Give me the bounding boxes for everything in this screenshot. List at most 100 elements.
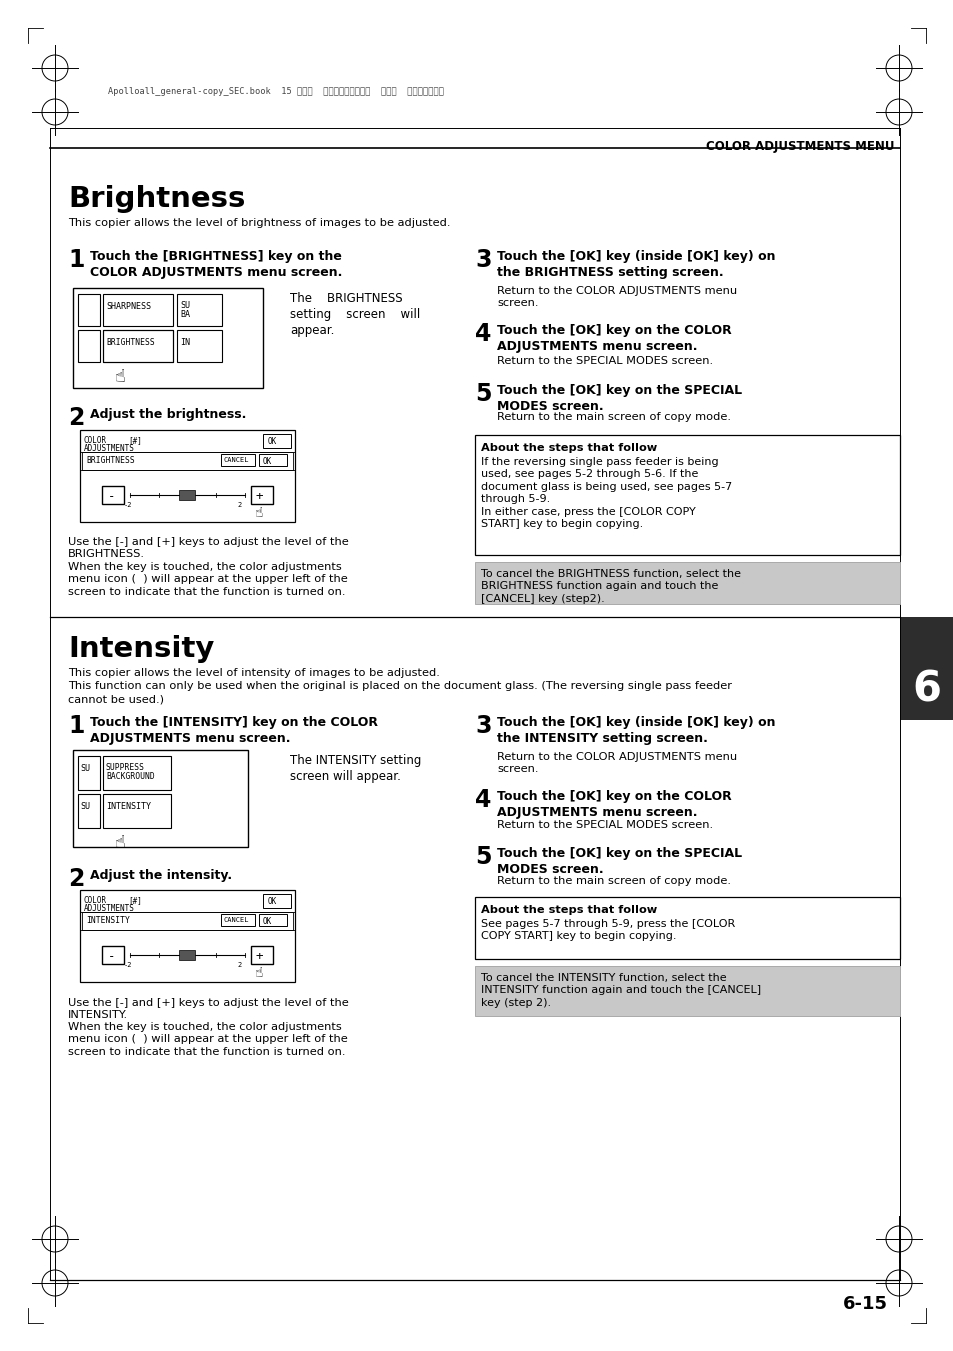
Text: 4: 4 <box>475 788 491 812</box>
Text: To cancel the BRIGHTNESS function, select the
BRIGHTNESS function again and touc: To cancel the BRIGHTNESS function, selec… <box>480 569 740 604</box>
Bar <box>258 915 287 925</box>
Bar <box>251 486 273 504</box>
Text: Use the [-] and [+] keys to adjust the level of the
INTENSITY.: Use the [-] and [+] keys to adjust the l… <box>68 998 349 1020</box>
Text: SU: SU <box>80 765 90 773</box>
Bar <box>103 330 172 362</box>
Text: Touch the [OK] key (inside [OK] key) on
the BRIGHTNESS setting screen.: Touch the [OK] key (inside [OK] key) on … <box>497 250 775 280</box>
Text: Return to the main screen of copy mode.: Return to the main screen of copy mode. <box>497 875 730 886</box>
Text: Touch the [OK] key on the COLOR
ADJUSTMENTS menu screen.: Touch the [OK] key on the COLOR ADJUSTME… <box>497 790 731 819</box>
Text: 2: 2 <box>68 407 84 430</box>
Text: Return to the COLOR ADJUSTMENTS menu
screen.: Return to the COLOR ADJUSTMENTS menu scr… <box>497 753 737 774</box>
Bar <box>102 946 124 965</box>
Bar <box>103 757 171 790</box>
Text: ☝: ☝ <box>254 966 263 979</box>
Text: COLOR: COLOR <box>84 436 107 444</box>
Bar <box>179 950 195 961</box>
Text: 2: 2 <box>236 962 241 969</box>
Bar <box>258 454 287 466</box>
Bar <box>78 295 100 326</box>
Bar <box>103 794 171 828</box>
Text: [#]: [#] <box>128 896 142 905</box>
Text: 5: 5 <box>475 382 491 407</box>
Text: Adjust the brightness.: Adjust the brightness. <box>90 408 246 422</box>
Text: 3: 3 <box>475 249 491 272</box>
Text: The INTENSITY setting
screen will appear.: The INTENSITY setting screen will appear… <box>290 754 421 784</box>
Text: SU: SU <box>180 301 190 309</box>
Text: BRIGHTNESS: BRIGHTNESS <box>106 338 154 347</box>
Text: Touch the [OK] key on the COLOR
ADJUSTMENTS menu screen.: Touch the [OK] key on the COLOR ADJUSTME… <box>497 324 731 353</box>
Bar <box>221 454 254 466</box>
Bar <box>103 330 172 362</box>
Text: Touch the [OK] key on the SPECIAL
MODES screen.: Touch the [OK] key on the SPECIAL MODES … <box>497 847 741 875</box>
Bar <box>78 330 100 362</box>
Bar <box>221 915 254 925</box>
Text: CANCEL: CANCEL <box>224 457 250 463</box>
Bar <box>103 295 172 326</box>
Text: About the steps that follow: About the steps that follow <box>480 905 657 915</box>
Text: The    BRIGHTNESS
setting    screen    will
appear.: The BRIGHTNESS setting screen will appea… <box>290 292 420 336</box>
Text: Return to the main screen of copy mode.: Return to the main screen of copy mode. <box>497 412 730 422</box>
Text: BACKGROUND: BACKGROUND <box>106 771 154 781</box>
Text: Intensity: Intensity <box>68 635 214 663</box>
Text: 1: 1 <box>68 713 84 738</box>
Bar <box>82 453 293 470</box>
Text: ADJUSTMENTS: ADJUSTMENTS <box>84 904 134 913</box>
Text: OK: OK <box>263 917 272 925</box>
Bar <box>263 434 291 449</box>
Text: 6: 6 <box>911 667 941 711</box>
Text: If the reversing single pass feeder is being
used, see pages 5-2 through 5-6. If: If the reversing single pass feeder is b… <box>480 457 732 530</box>
Text: CANCEL: CANCEL <box>224 917 250 923</box>
Text: INTENSITY: INTENSITY <box>106 802 151 811</box>
Text: Return to the COLOR ADJUSTMENTS menu
screen.: Return to the COLOR ADJUSTMENTS menu scr… <box>497 286 737 308</box>
Text: 4: 4 <box>475 322 491 346</box>
Text: SHARPNESS: SHARPNESS <box>106 303 151 311</box>
Text: 5: 5 <box>475 844 491 869</box>
Text: BA: BA <box>180 309 190 319</box>
Text: Brightness: Brightness <box>68 185 245 213</box>
Text: Touch the [INTENSITY] key on the COLOR
ADJUSTMENTS menu screen.: Touch the [INTENSITY] key on the COLOR A… <box>90 716 377 744</box>
Bar <box>80 890 294 982</box>
Bar <box>78 757 100 790</box>
Text: OK: OK <box>268 897 277 907</box>
Bar <box>82 912 293 929</box>
Text: Touch the [OK] key (inside [OK] key) on
the INTENSITY setting screen.: Touch the [OK] key (inside [OK] key) on … <box>497 716 775 744</box>
Text: Return to the SPECIAL MODES screen.: Return to the SPECIAL MODES screen. <box>497 820 713 830</box>
Text: SUPPRESS: SUPPRESS <box>106 763 145 771</box>
Text: ADJUSTMENTS: ADJUSTMENTS <box>84 444 134 453</box>
Bar <box>475 966 899 1016</box>
Text: SU: SU <box>80 802 90 811</box>
Text: Touch the [BRIGHTNESS] key on the
COLOR ADJUSTMENTS menu screen.: Touch the [BRIGHTNESS] key on the COLOR … <box>90 250 342 280</box>
Bar <box>177 295 222 326</box>
Text: Apolloall_general-copy_SEC.book  15 ページ  ２００４年９月６日  月曜日  午後４時５７分: Apolloall_general-copy_SEC.book 15 ページ ２… <box>108 86 443 96</box>
Text: OK: OK <box>268 436 277 446</box>
Text: [#]: [#] <box>128 436 142 444</box>
Text: +: + <box>255 950 263 963</box>
Text: -: - <box>108 490 115 503</box>
Text: Adjust the intensity.: Adjust the intensity. <box>90 869 232 882</box>
Text: cannot be used.): cannot be used.) <box>68 694 164 704</box>
Text: +: + <box>255 490 263 503</box>
Text: 3: 3 <box>475 713 491 738</box>
Bar <box>102 486 124 504</box>
Bar <box>80 430 294 521</box>
Text: About the steps that follow: About the steps that follow <box>480 443 657 453</box>
Text: COLOR: COLOR <box>84 896 107 905</box>
Bar <box>251 946 273 965</box>
Text: Touch the [OK] key on the SPECIAL
MODES screen.: Touch the [OK] key on the SPECIAL MODES … <box>497 384 741 413</box>
Text: INTENSITY: INTENSITY <box>86 916 130 925</box>
Text: ☝: ☝ <box>115 834 126 852</box>
Text: When the key is touched, the color adjustments
menu icon (  ) will appear at the: When the key is touched, the color adjus… <box>68 1021 348 1056</box>
Text: 1: 1 <box>68 249 84 272</box>
Bar <box>78 794 100 828</box>
Text: Use the [-] and [+] keys to adjust the level of the
BRIGHTNESS.: Use the [-] and [+] keys to adjust the l… <box>68 536 349 559</box>
Text: This copier allows the level of intensity of images to be adjusted.: This copier allows the level of intensit… <box>68 667 439 678</box>
Text: COLOR ADJUSTMENTS MENU: COLOR ADJUSTMENTS MENU <box>706 141 894 153</box>
Text: ☝: ☝ <box>115 367 126 386</box>
Text: -: - <box>108 950 115 963</box>
Text: When the key is touched, the color adjustments
menu icon (  ) will appear at the: When the key is touched, the color adjus… <box>68 562 348 597</box>
Bar <box>475 897 899 959</box>
Text: ☝: ☝ <box>254 507 263 520</box>
Text: Return to the SPECIAL MODES screen.: Return to the SPECIAL MODES screen. <box>497 357 713 366</box>
Bar <box>475 435 899 555</box>
Text: To cancel the INTENSITY function, select the
INTENSITY function again and touch : To cancel the INTENSITY function, select… <box>480 973 760 1008</box>
